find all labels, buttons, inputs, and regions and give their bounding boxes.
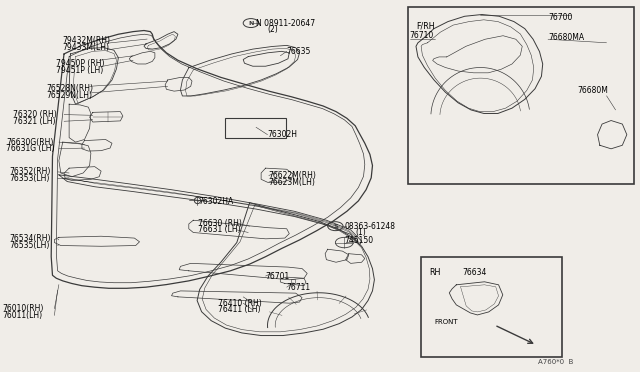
Text: 76534(RH): 76534(RH) <box>10 234 51 243</box>
Text: (2): (2) <box>268 25 278 34</box>
Text: 76352(RH): 76352(RH) <box>10 167 51 176</box>
Text: 76535(LH): 76535(LH) <box>10 241 50 250</box>
Text: 76411 (LH): 76411 (LH) <box>218 305 260 314</box>
Text: 76680M: 76680M <box>577 86 608 95</box>
Bar <box>408 7 634 184</box>
Text: 76320 (RH): 76320 (RH) <box>13 110 56 119</box>
Text: N: N <box>248 20 253 26</box>
Text: 76321 (LH): 76321 (LH) <box>13 117 55 126</box>
Text: 76302HA: 76302HA <box>198 197 234 206</box>
Text: 76711: 76711 <box>287 283 311 292</box>
Text: RH: RH <box>429 268 440 277</box>
Text: 76010(RH): 76010(RH) <box>2 304 44 313</box>
Text: 76634: 76634 <box>463 268 487 277</box>
Text: 79451P (LH): 79451P (LH) <box>56 66 104 75</box>
Text: (1): (1) <box>356 228 367 237</box>
Text: 76630G(RH): 76630G(RH) <box>6 138 54 147</box>
Text: 76700: 76700 <box>548 13 572 22</box>
Text: 76701: 76701 <box>266 272 290 280</box>
Text: 76410 (RH): 76410 (RH) <box>218 299 261 308</box>
Text: S: S <box>333 224 338 229</box>
Text: 76353(LH): 76353(LH) <box>10 174 50 183</box>
Text: 79433M(LH): 79433M(LH) <box>63 43 109 52</box>
Bar <box>225 118 286 138</box>
Text: 76635: 76635 <box>287 47 311 56</box>
Text: 76011(LH): 76011(LH) <box>2 311 42 320</box>
Text: 08363-61248: 08363-61248 <box>344 222 396 231</box>
Text: 79450P (RH): 79450P (RH) <box>56 60 105 68</box>
Text: F/RH: F/RH <box>416 22 435 31</box>
Text: 76631G (LH): 76631G (LH) <box>6 144 55 153</box>
Text: 745150: 745150 <box>344 236 374 245</box>
Text: 76528N(RH): 76528N(RH) <box>46 84 93 93</box>
Text: 76631 (LH): 76631 (LH) <box>198 225 241 234</box>
Text: 79432M(RH): 79432M(RH) <box>63 36 111 45</box>
Text: A760*0  B: A760*0 B <box>538 359 573 365</box>
Text: 76529N(LH): 76529N(LH) <box>46 91 92 100</box>
Text: 76710: 76710 <box>410 31 434 40</box>
Text: 76680MA: 76680MA <box>548 33 584 42</box>
Bar <box>421 257 562 357</box>
Text: 76623M(LH): 76623M(LH) <box>269 178 316 187</box>
Text: 76630 (RH): 76630 (RH) <box>198 219 243 228</box>
Text: 76302H: 76302H <box>268 130 298 139</box>
Text: FRONT: FRONT <box>434 319 458 325</box>
Text: N 08911-20647: N 08911-20647 <box>256 19 315 28</box>
Text: 76622M(RH): 76622M(RH) <box>269 171 317 180</box>
